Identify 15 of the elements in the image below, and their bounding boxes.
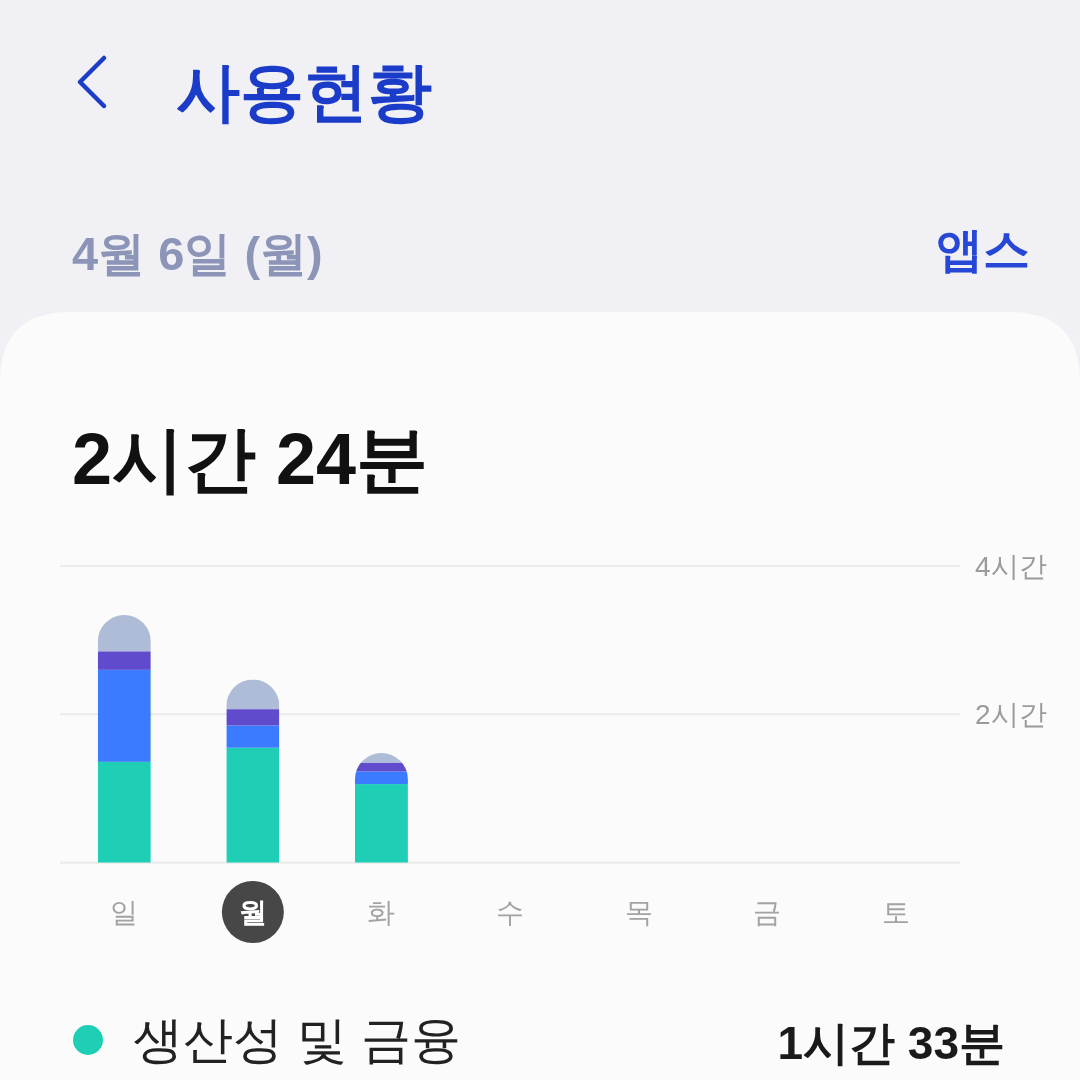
x-tick-label: 수 [496,897,524,928]
x-tick-label: 토 [881,897,910,928]
x-tick-label: 일 [110,897,139,928]
y-tick-label: 4시간 [975,551,1047,582]
annotation: 앱스 [936,223,1030,276]
title: 사용현황 [176,56,432,128]
annotation: 1시간 33분 [777,1017,1005,1069]
x-tick-label: 월 [238,897,267,928]
x-tick-label: 화 [367,897,396,928]
y-tick-label: 2시간 [975,699,1047,731]
x-tick-label: 금 [753,897,782,928]
legend-label: 생산성 및 금융 [133,1012,461,1068]
subtitle: 4월 6일 (월) [72,227,323,280]
annotation: 2시간 24분 [72,419,429,499]
x-tick-label: 목 [624,897,653,928]
